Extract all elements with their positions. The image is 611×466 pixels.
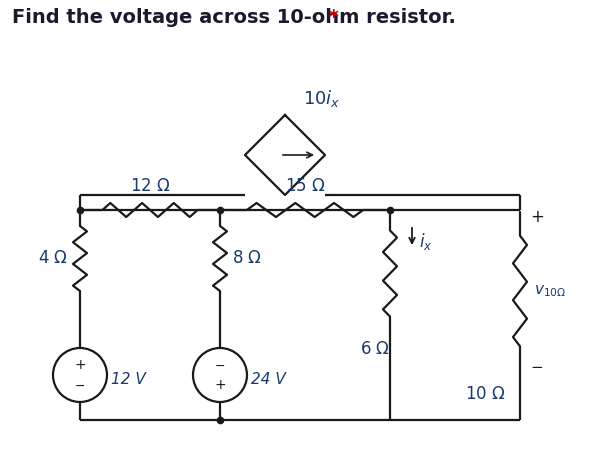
Text: $12\ \Omega$: $12\ \Omega$ <box>130 177 170 195</box>
Text: *: * <box>322 8 339 27</box>
Text: $10\ \Omega$: $10\ \Omega$ <box>465 385 506 403</box>
Text: Find the voltage across 10-ohm resistor.: Find the voltage across 10-ohm resistor. <box>12 8 456 27</box>
Text: $10i_x$: $10i_x$ <box>303 88 340 109</box>
Text: $15\ \Omega$: $15\ \Omega$ <box>285 177 325 195</box>
Text: +: + <box>74 358 86 372</box>
Text: $6\ \Omega$: $6\ \Omega$ <box>360 340 390 358</box>
Text: $-$: $-$ <box>75 378 86 391</box>
Text: $4\ \Omega$: $4\ \Omega$ <box>38 249 68 267</box>
Text: 24 V: 24 V <box>251 372 286 388</box>
Text: $8\ \Omega$: $8\ \Omega$ <box>232 249 262 267</box>
Text: 12 V: 12 V <box>111 372 146 388</box>
Text: $i_x$: $i_x$ <box>419 231 433 252</box>
Text: +: + <box>214 378 226 392</box>
Text: $-$: $-$ <box>530 357 543 372</box>
Text: $-$: $-$ <box>214 358 225 371</box>
Text: $v_{10\Omega}$: $v_{10\Omega}$ <box>534 283 566 299</box>
Text: +: + <box>530 208 544 226</box>
